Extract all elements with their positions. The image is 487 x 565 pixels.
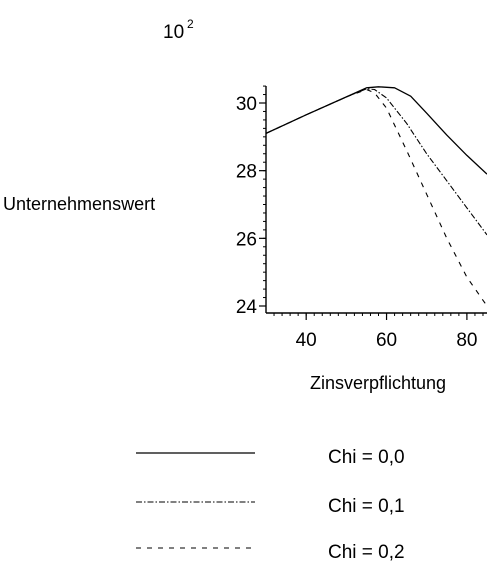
y-tick-label: 26	[236, 229, 257, 250]
y-axis-label: Unternehmenswert	[3, 194, 155, 214]
x-tick-label: 80	[456, 330, 477, 351]
plot-area	[265, 86, 487, 307]
series-line-1	[265, 88, 487, 236]
y-scale-label: 10	[163, 22, 184, 43]
series-line-0	[265, 86, 487, 175]
y-tick-label: 28	[236, 162, 257, 183]
legend-label-chi-2: Chi = 0,2	[328, 542, 405, 563]
series-line-2	[265, 88, 487, 307]
legend: Chi = 0,0 Chi = 0,1 Chi = 0,2	[136, 447, 405, 563]
legend-label-chi-0: Chi = 0,0	[328, 447, 405, 468]
x-ticks: 40 60 80	[273, 313, 484, 351]
x-axis-label: Zinsverpflichtung	[310, 373, 446, 393]
x-tick-label: 60	[376, 330, 397, 351]
y-tick-label: 30	[236, 94, 257, 115]
y-scale-exponent: 2	[187, 17, 194, 31]
x-tick-label: 40	[296, 330, 317, 351]
y-ticks: 24 26 28 30	[236, 85, 266, 318]
y-tick-label: 24	[236, 297, 258, 318]
legend-label-chi-1: Chi = 0,1	[328, 496, 405, 517]
